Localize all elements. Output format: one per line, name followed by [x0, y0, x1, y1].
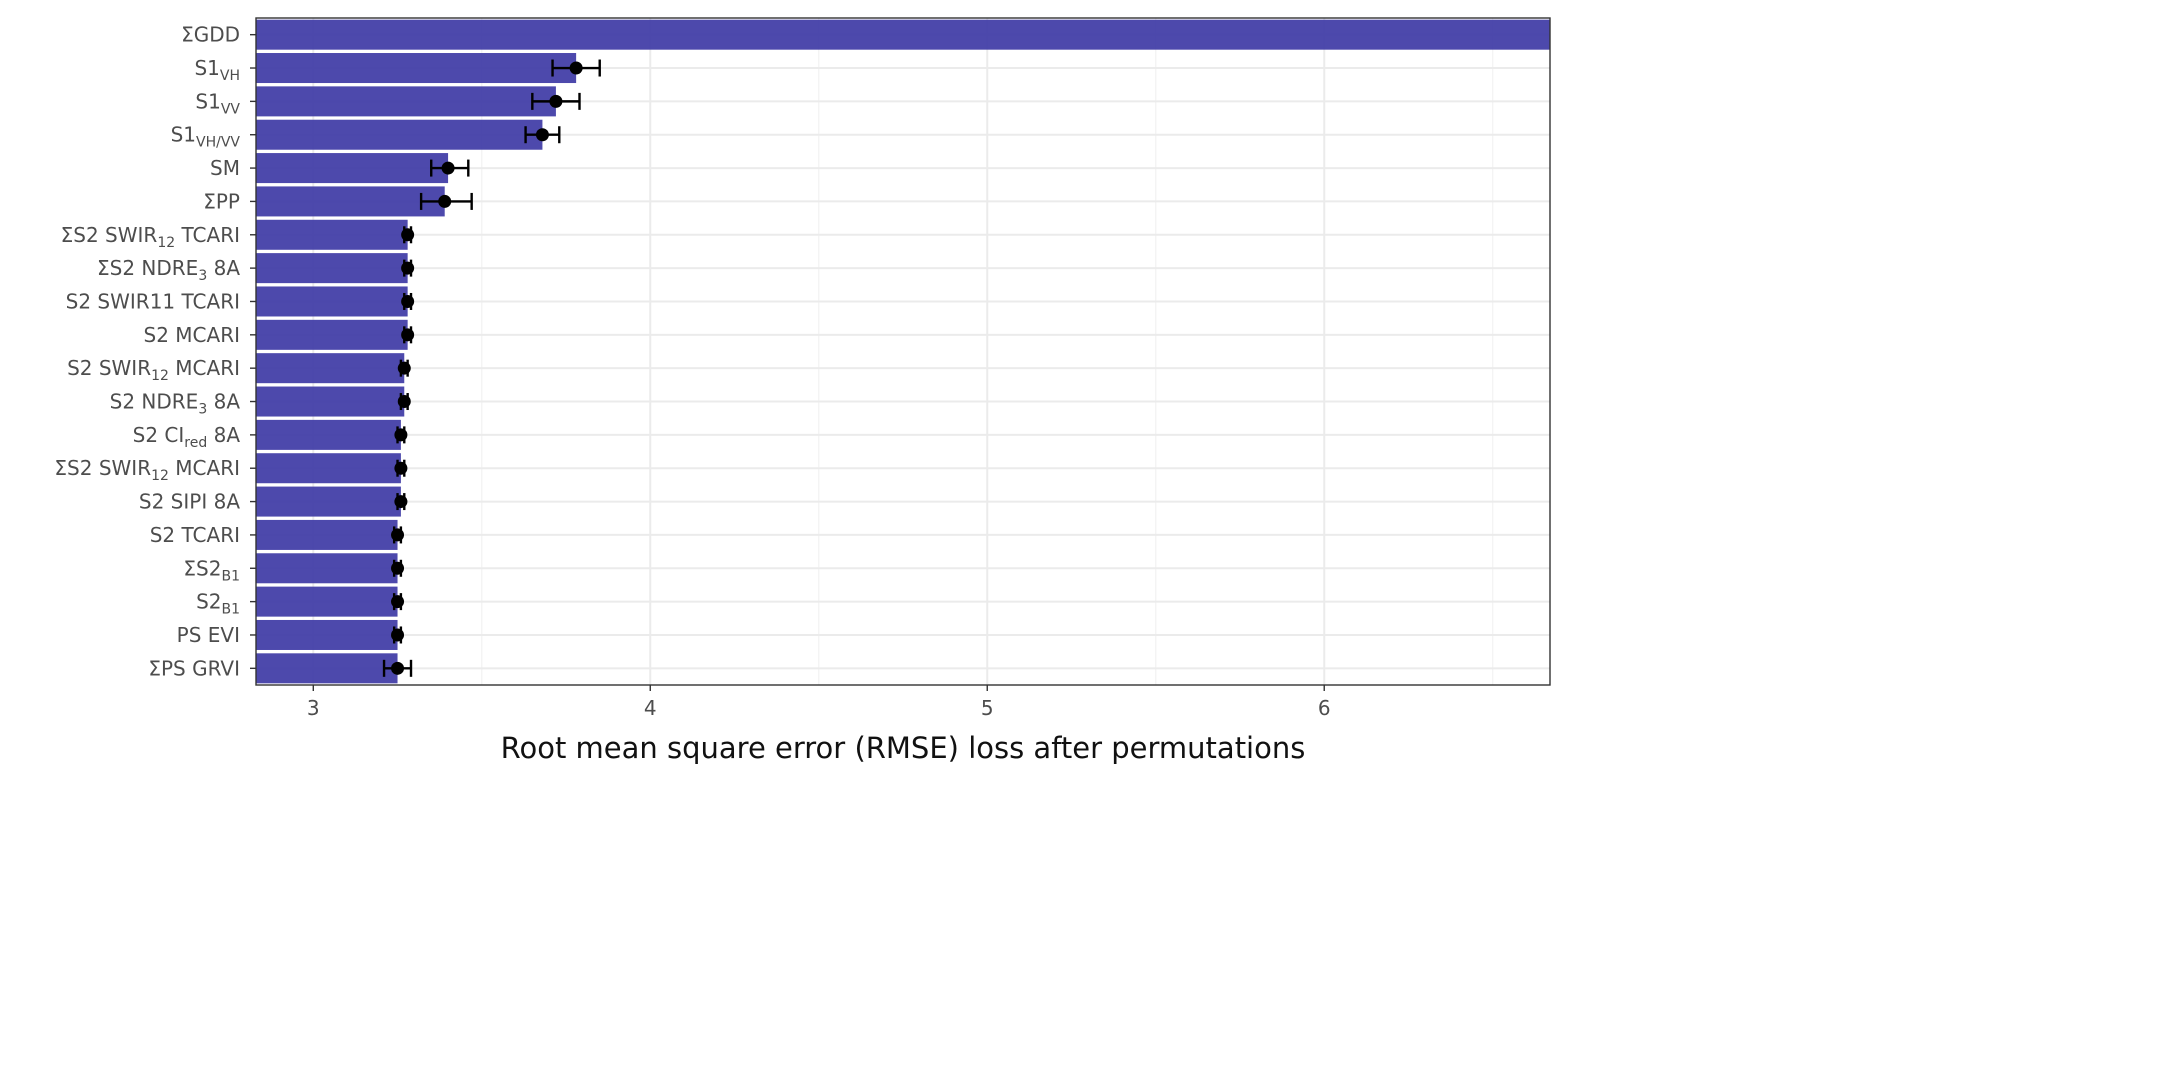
- chart-root: ΣGDD S1VH S1VV S1VH/VV SM ΣPP ΣS2 SWIR12 TCARI…: [54, 17, 1551, 765]
- y-tick-label: ΣS2 NDRE3 8A: [97, 256, 240, 284]
- mean-point: [397, 361, 411, 375]
- x-tick-label: 3: [307, 696, 320, 720]
- bar: [256, 353, 405, 384]
- mean-point: [391, 528, 405, 542]
- y-tick-label: S1VH: [194, 56, 240, 84]
- x-tick-label: 6: [1318, 696, 1331, 720]
- y-axis: ΣGDD S1VH S1VV S1VH/VV SM ΣPP ΣS2 SWIR12 TCARI…: [54, 23, 256, 680]
- y-tick-label: S2 MCARI: [144, 323, 240, 347]
- mean-point: [401, 294, 415, 308]
- bar: [256, 519, 398, 550]
- bar: [256, 119, 543, 150]
- y-tick-label: S2B1: [196, 590, 240, 618]
- y-tick-label: S2 SWIR11 TCARI: [66, 289, 240, 313]
- bar: [256, 53, 577, 84]
- panel-border: [255, 17, 1551, 686]
- x-tick-label: 5: [981, 696, 994, 720]
- bar: [256, 453, 401, 484]
- y-tick-label: S2 SWIR12 MCARI: [67, 356, 240, 384]
- mean-point: [394, 428, 408, 442]
- bar: [256, 219, 408, 250]
- mean-point: [391, 628, 405, 642]
- y-tick-label: S2 SIPI 8A: [139, 490, 240, 514]
- mean-point: [535, 128, 549, 142]
- y-tick-label: S1VV: [195, 89, 240, 117]
- y-tick-label: PS EVI: [177, 623, 240, 647]
- y-tick-label: S1VH/VV: [171, 123, 241, 151]
- y-tick-label: SM: [210, 156, 240, 180]
- bar: [256, 319, 408, 350]
- y-tick-label: ΣPP: [203, 189, 240, 213]
- bar: [256, 19, 1550, 50]
- y-tick-label: ΣPS GRVI: [148, 656, 240, 680]
- bar-layer: [256, 19, 1550, 684]
- bar: [256, 253, 408, 284]
- y-tick-label: S2 TCARI: [150, 523, 240, 547]
- mean-point: [391, 595, 405, 609]
- bar: [256, 586, 398, 617]
- mean-point: [549, 94, 563, 108]
- bar: [256, 153, 449, 184]
- x-tick-label: 4: [644, 696, 657, 720]
- bar: [256, 386, 405, 417]
- y-tick-label: S2 CIred 8A: [133, 423, 241, 451]
- bar: [256, 553, 398, 584]
- bar: [256, 486, 401, 517]
- mean-point: [394, 461, 408, 475]
- mean-point: [438, 194, 452, 208]
- x-axis-title: Root mean square error (RMSE) loss after…: [501, 731, 1306, 765]
- bar: [256, 86, 556, 117]
- y-tick-label: ΣS2B1: [183, 556, 240, 584]
- mean-point: [401, 261, 415, 275]
- x-axis: 3 4 5 6: [307, 685, 1331, 720]
- mean-point: [391, 561, 405, 575]
- mean-point: [401, 328, 415, 342]
- mean-point: [441, 161, 455, 175]
- y-tick-label: ΣS2 SWIR12 TCARI: [61, 223, 240, 251]
- mean-point: [391, 661, 405, 675]
- bar: [256, 653, 398, 684]
- bar: [256, 186, 445, 217]
- y-tick-label: ΣGDD: [181, 23, 240, 47]
- grid-layer: [256, 18, 1550, 685]
- mean-point: [394, 495, 408, 509]
- bar: [256, 286, 408, 317]
- y-tick-label: S2 NDRE3 8A: [110, 390, 241, 418]
- point-layer: [391, 61, 583, 675]
- mean-point: [401, 228, 415, 242]
- mean-point: [569, 61, 583, 75]
- mean-point: [397, 395, 411, 409]
- y-tick-label: ΣS2 SWIR12 MCARI: [54, 456, 240, 484]
- feature-importance-chart: ΣGDD S1VH S1VV S1VH/VV SM ΣPP ΣS2 SWIR12 TCARI…: [54, 17, 1551, 765]
- bar: [256, 419, 401, 450]
- bar: [256, 619, 398, 650]
